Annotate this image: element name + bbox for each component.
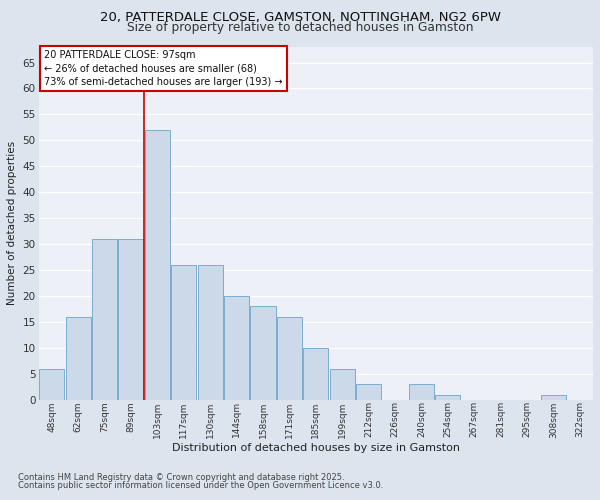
X-axis label: Distribution of detached houses by size in Gamston: Distribution of detached houses by size … xyxy=(172,443,460,453)
Bar xyxy=(250,306,275,400)
Bar xyxy=(65,316,91,400)
Bar xyxy=(409,384,434,400)
Bar xyxy=(277,316,302,400)
Bar xyxy=(118,239,143,400)
Bar xyxy=(356,384,381,400)
Bar xyxy=(39,368,64,400)
Text: 20 PATTERDALE CLOSE: 97sqm
← 26% of detached houses are smaller (68)
73% of semi: 20 PATTERDALE CLOSE: 97sqm ← 26% of deta… xyxy=(44,50,283,87)
Bar xyxy=(145,130,170,400)
Bar xyxy=(541,394,566,400)
Text: 20, PATTERDALE CLOSE, GAMSTON, NOTTINGHAM, NG2 6PW: 20, PATTERDALE CLOSE, GAMSTON, NOTTINGHA… xyxy=(100,11,500,24)
Text: Contains public sector information licensed under the Open Government Licence v3: Contains public sector information licen… xyxy=(18,481,383,490)
Text: Contains HM Land Registry data © Crown copyright and database right 2025.: Contains HM Land Registry data © Crown c… xyxy=(18,472,344,482)
Bar xyxy=(435,394,460,400)
Bar xyxy=(92,239,117,400)
Bar xyxy=(171,265,196,400)
Bar xyxy=(197,265,223,400)
Bar xyxy=(329,368,355,400)
Bar xyxy=(224,296,249,400)
Text: Size of property relative to detached houses in Gamston: Size of property relative to detached ho… xyxy=(127,21,473,34)
Y-axis label: Number of detached properties: Number of detached properties xyxy=(7,142,17,306)
Bar xyxy=(303,348,328,400)
